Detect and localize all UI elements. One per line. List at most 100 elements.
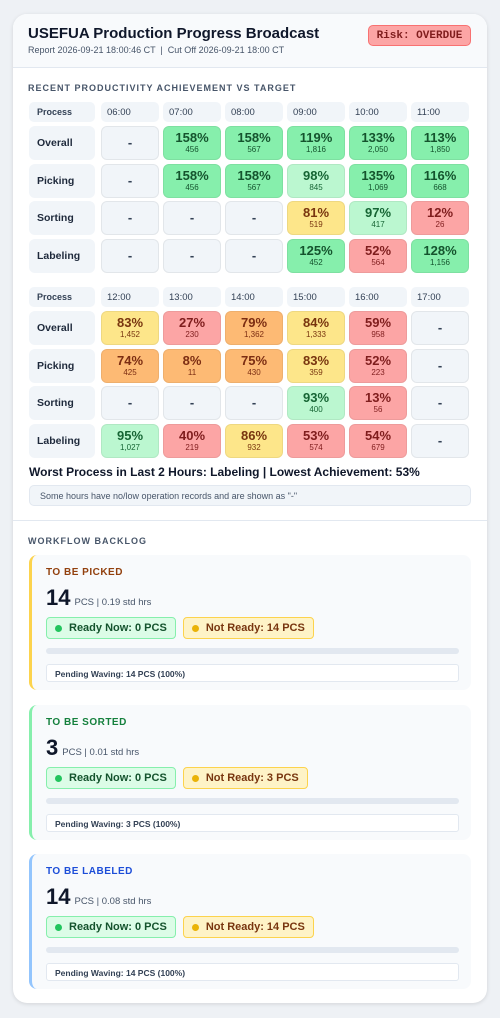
- achievement-count: 1,452: [119, 330, 141, 339]
- hour-header: 16:00: [349, 287, 407, 307]
- count-row: 3 PCS | 0.01 std hrs: [46, 735, 139, 761]
- achievement-pct: 12%: [426, 205, 454, 220]
- achievement-cell: 52% 564: [349, 238, 407, 273]
- achievement-cell: 158% 567: [225, 126, 283, 160]
- achievement-cell: -: [101, 163, 159, 198]
- achievement-count: 2,050: [367, 145, 389, 154]
- achievement-cell: 98% 845: [287, 163, 345, 198]
- status-row: Ready Now: 0 PCS Not Ready: 14 PCS: [46, 617, 314, 639]
- achievement-pct: -: [127, 210, 133, 225]
- ready-pill: Ready Now: 0 PCS: [46, 767, 176, 789]
- ready-text: Ready Now: 0 PCS: [69, 772, 167, 784]
- achievement-count: 417: [371, 220, 385, 229]
- achievement-cell: -: [163, 386, 221, 420]
- achievement-cell: 133% 2,050: [349, 126, 407, 160]
- backlog-title: TO BE LABELED: [46, 866, 133, 877]
- achievement-cell: 93% 400: [287, 386, 345, 420]
- achievement-count: 56: [373, 405, 383, 414]
- achievement-cell: 53% 574: [287, 423, 345, 458]
- count-row: 14 PCS | 0.19 std hrs: [46, 585, 151, 611]
- achievement-pct: 27%: [178, 315, 206, 330]
- achievement-cell: -: [411, 386, 469, 420]
- achievement-pct: 53%: [302, 427, 330, 443]
- achievement-count: 679: [371, 442, 385, 452]
- achievement-count: 567: [247, 145, 261, 154]
- backlog-detail: PCS | 0.01 std hrs: [62, 747, 140, 758]
- status-dot: [191, 624, 199, 632]
- achievement-cell: 84% 1,333: [287, 311, 345, 345]
- achievement-pct: -: [437, 320, 443, 335]
- achievement-cell: -: [101, 201, 159, 235]
- achievement-pct: 79%: [240, 315, 268, 330]
- progress-track: [46, 648, 459, 654]
- achievement-cell: 119% 1,816: [287, 126, 345, 160]
- backlog-count: 3: [46, 735, 59, 760]
- achievement-cell: -: [163, 201, 221, 235]
- achievement-count: 26: [435, 220, 445, 229]
- backlog-count: 14: [46, 884, 71, 909]
- achievement-cell: -: [225, 386, 283, 420]
- backlog-detail: PCS | 0.19 std hrs: [74, 597, 152, 608]
- achievement-pct: 158%: [237, 130, 271, 145]
- ready-pill: Ready Now: 0 PCS: [46, 916, 176, 938]
- achievement-pct: 13%: [364, 390, 392, 405]
- achievement-cell: -: [411, 311, 469, 345]
- hour-header: 15:00: [287, 287, 345, 307]
- achievement-count: 430: [247, 367, 261, 377]
- not-ready-pill: Not Ready: 14 PCS: [182, 617, 314, 639]
- hour-header: 14:00: [225, 287, 283, 307]
- achievement-pct: 83%: [302, 352, 330, 368]
- divider: [13, 520, 487, 521]
- status-row: Ready Now: 0 PCS Not Ready: 3 PCS: [46, 767, 308, 789]
- achievement-count: 1,333: [305, 330, 327, 339]
- achievement-cell: 13% 56: [349, 386, 407, 420]
- process-label: Labeling: [29, 423, 95, 458]
- hour-header: 09:00: [287, 102, 345, 122]
- hour-header: 08:00: [225, 102, 283, 122]
- achievement-cell: 12% 26: [411, 201, 469, 235]
- achievement-cell: 113% 1,850: [411, 126, 469, 160]
- achievement-pct: -: [189, 210, 195, 225]
- achievement-cell: 52% 223: [349, 348, 407, 383]
- process-label: Picking: [29, 348, 95, 383]
- achievement-count: 400: [309, 405, 323, 414]
- achievement-count: 564: [371, 257, 385, 267]
- achievement-cell: 40% 219: [163, 423, 221, 458]
- pending-box: Pending Waving: 3 PCS (100%): [46, 814, 459, 832]
- status-dot: [191, 774, 199, 782]
- achievement-cell: -: [163, 238, 221, 273]
- achievement-pct: 128%: [423, 242, 457, 258]
- achievement-pct: 40%: [178, 427, 206, 443]
- hour-header: 06:00: [101, 102, 159, 122]
- achievement-pct: 75%: [240, 352, 268, 368]
- achievement-cell: 27% 230: [163, 311, 221, 345]
- achievement-pct: 83%: [116, 315, 144, 330]
- achievement-count: 223: [371, 367, 385, 377]
- achievement-count: 1,027: [119, 442, 141, 452]
- achievement-count: 1,816: [305, 145, 327, 154]
- achievement-pct: 125%: [299, 242, 333, 258]
- achievement-count: 668: [433, 182, 447, 192]
- achievement-count: 1,069: [367, 182, 389, 192]
- achievement-count: 219: [185, 442, 199, 452]
- achievement-count: 230: [185, 330, 199, 339]
- ready-pill: Ready Now: 0 PCS: [46, 617, 176, 639]
- achievement-count: 1,362: [243, 330, 265, 339]
- achievement-count: 574: [309, 442, 323, 452]
- achievement-pct: 95%: [116, 427, 144, 443]
- achievement-cell: 54% 679: [349, 423, 407, 458]
- not-ready-text: Not Ready: 14 PCS: [205, 622, 305, 634]
- achievement-count: 456: [185, 182, 199, 192]
- achievement-pct: -: [251, 247, 257, 263]
- achievement-cell: 158% 456: [163, 126, 221, 160]
- achievement-cell: 95% 1,027: [101, 423, 159, 458]
- progress-track: [46, 947, 459, 953]
- achievement-cell: 74% 425: [101, 348, 159, 383]
- section-title: RECENT PRODUCTIVITY ACHIEVEMENT VS TARGE…: [28, 83, 297, 93]
- achievement-cell: 83% 359: [287, 348, 345, 383]
- achievement-cell: 79% 1,362: [225, 311, 283, 345]
- achievement-count: 932: [247, 442, 261, 452]
- section-title: WORKFLOW BACKLOG: [28, 536, 147, 546]
- achievement-pct: 8%: [182, 352, 202, 368]
